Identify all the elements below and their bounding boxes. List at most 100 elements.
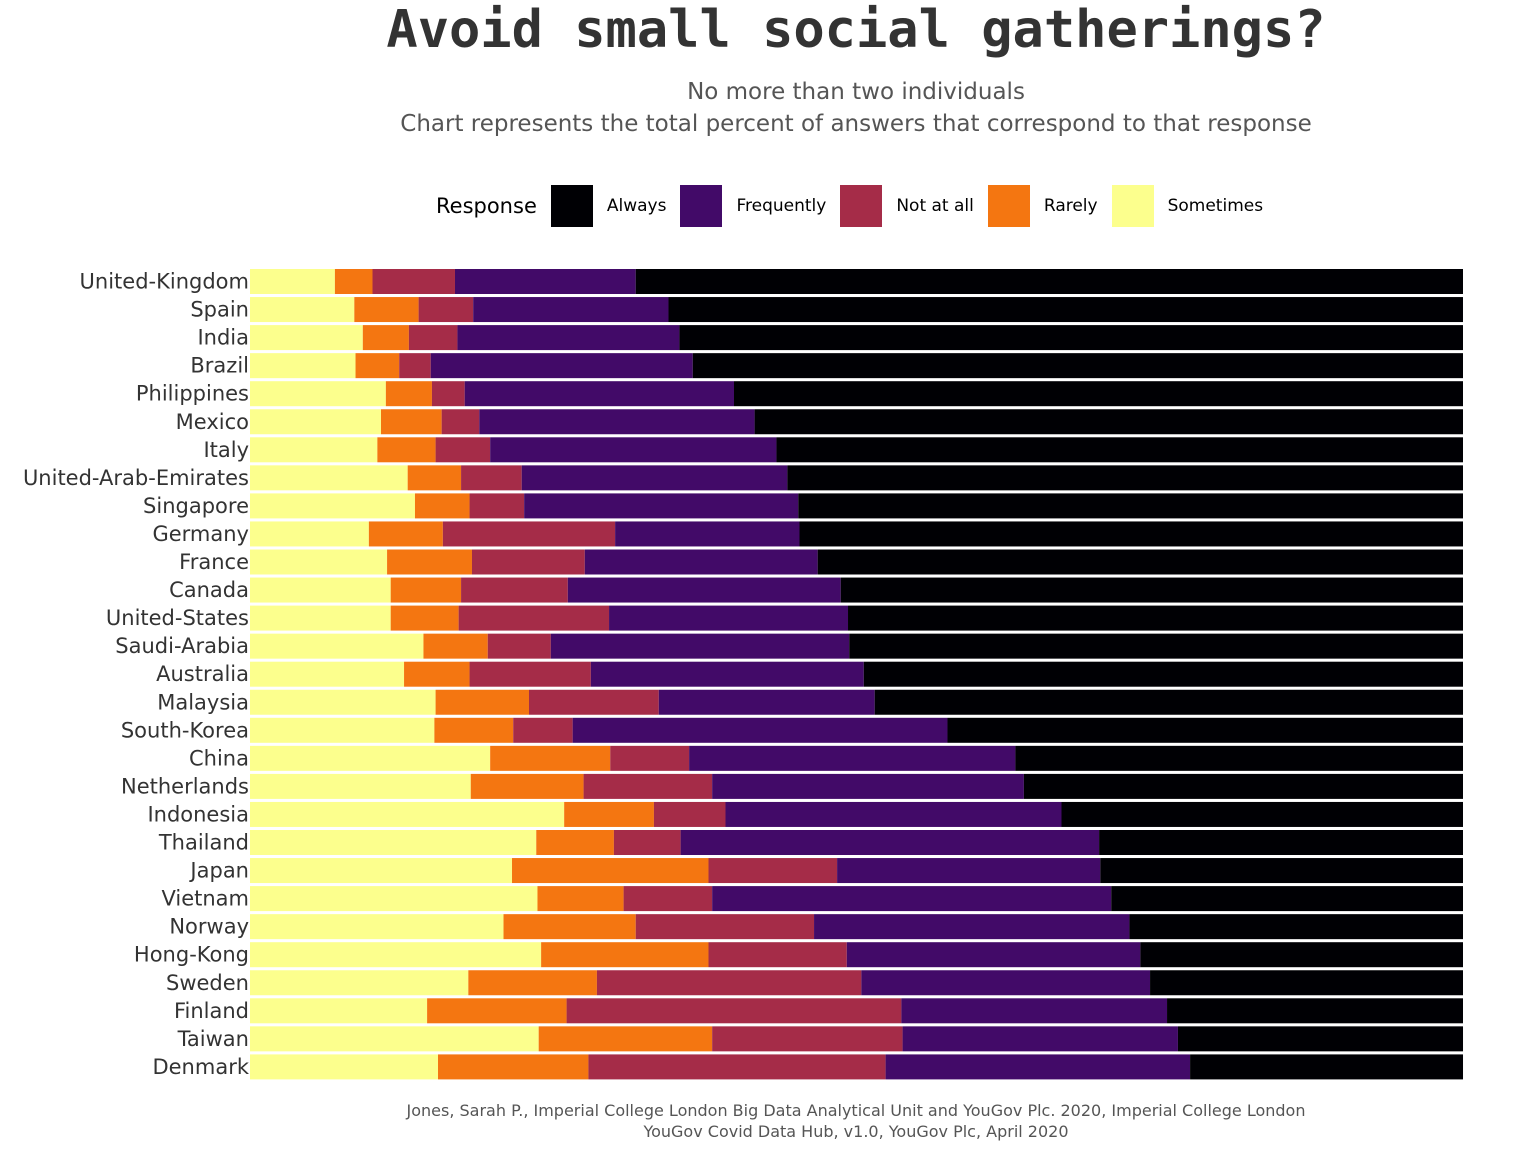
y-tick-label-hong-kong: Hong-Kong [134, 943, 249, 967]
bar-segment-south-korea-always [947, 717, 1463, 743]
bar-segment-finland-not-at-all [566, 998, 902, 1024]
bar-segment-mexico-frequently [479, 409, 755, 435]
bar-segment-spain-rarely [354, 297, 419, 323]
bar-segment-saudi-arabia-always [849, 633, 1463, 659]
bar-segment-singapore-always [798, 493, 1463, 519]
bar-segment-spain-frequently [473, 297, 669, 323]
bar-segment-indonesia-rarely [564, 801, 654, 827]
bar-segment-france-frequently [584, 549, 818, 575]
bar-segment-sweden-always [1150, 970, 1463, 996]
bar-segment-brazil-frequently [430, 353, 693, 379]
legend-label-frequently: Frequently [736, 196, 827, 216]
bar-segment-norway-frequently [814, 914, 1130, 940]
bar-segment-sweden-not-at-all [596, 970, 862, 996]
bar-segment-brazil-rarely [355, 353, 400, 379]
bar-segment-india-always [679, 325, 1463, 351]
bar-segment-united-arab-emirates-sometimes [250, 465, 408, 491]
bar-segment-india-not-at-all [408, 325, 458, 351]
bar-segment-indonesia-sometimes [250, 801, 565, 827]
y-tick-label-spain: Spain [190, 298, 249, 322]
bar-segment-china-always [1015, 745, 1463, 771]
bar-segment-indonesia-not-at-all [653, 801, 726, 827]
bar-segment-netherlands-frequently [712, 773, 1024, 799]
y-tick-label-sweden: Sweden [166, 971, 249, 995]
bar-segment-united-states-always [848, 605, 1463, 631]
bar-segment-mexico-sometimes [250, 409, 381, 435]
bar-segment-germany-not-at-all [442, 521, 616, 547]
legend-label-rarely: Rarely [1043, 196, 1098, 216]
bar-segment-sweden-sometimes [250, 970, 469, 996]
bar-segment-denmark-frequently [885, 1054, 1191, 1080]
y-tick-label-australia: Australia [156, 662, 249, 686]
bar-segment-united-arab-emirates-not-at-all [461, 465, 522, 491]
bar-segment-united-kingdom-frequently [455, 269, 636, 294]
bar-segment-singapore-sometimes [250, 493, 415, 519]
bar-segment-hong-kong-rarely [541, 942, 709, 968]
bar-segment-indonesia-always [1061, 801, 1463, 827]
bar-segment-malaysia-always [874, 689, 1464, 715]
bar-segment-taiwan-frequently [902, 1026, 1178, 1052]
bars-layer [250, 269, 1464, 1080]
bar-segment-saudi-arabia-not-at-all [487, 633, 551, 659]
bar-segment-italy-always [776, 437, 1463, 463]
bar-segment-indonesia-frequently [725, 801, 1062, 827]
y-tick-label-taiwan: Taiwan [177, 1027, 249, 1051]
bar-segment-mexico-rarely [381, 409, 442, 435]
bar-segment-italy-not-at-all [435, 437, 491, 463]
y-tick-label-france: France [179, 550, 249, 574]
bar-segment-united-kingdom-sometimes [250, 269, 335, 294]
legend-swatch-always [550, 185, 593, 227]
bar-segment-hong-kong-always [1140, 942, 1463, 968]
bar-segment-malaysia-not-at-all [528, 689, 659, 715]
y-tick-label-south-korea: South-Korea [121, 718, 249, 742]
bar-segment-taiwan-sometimes [250, 1026, 539, 1052]
bar-segment-australia-frequently [590, 661, 864, 687]
bar-segment-italy-rarely [377, 437, 436, 463]
y-tick-label-vietnam: Vietnam [161, 887, 249, 911]
bar-segment-netherlands-not-at-all [583, 773, 713, 799]
y-tick-label-united-states: United-States [106, 606, 249, 630]
bar-segment-canada-rarely [390, 577, 462, 603]
y-tick-label-netherlands: Netherlands [121, 774, 249, 798]
y-tick-label-malaysia: Malaysia [157, 690, 249, 714]
bar-segment-hong-kong-frequently [846, 942, 1141, 968]
bar-segment-france-rarely [387, 549, 472, 575]
bar-segment-united-kingdom-always [635, 269, 1463, 294]
bar-segment-united-states-sometimes [250, 605, 391, 631]
legend-item-always: Always [550, 185, 666, 227]
bar-segment-thailand-always [1099, 830, 1463, 855]
y-tick-label-united-kingdom: United-Kingdom [80, 270, 249, 294]
y-tick-label-mexico: Mexico [176, 410, 249, 434]
bar-segment-taiwan-always [1177, 1026, 1464, 1052]
bar-segment-france-always [817, 549, 1463, 575]
bar-segment-canada-sometimes [250, 577, 391, 603]
bar-segment-singapore-rarely [414, 493, 470, 519]
legend-item-frequently: Frequently [680, 185, 826, 227]
bar-segment-finland-frequently [901, 998, 1168, 1024]
bar-segment-mexico-always [754, 409, 1463, 435]
bar-segment-netherlands-rarely [470, 773, 584, 799]
bar-segment-italy-frequently [490, 437, 777, 463]
bar-segment-thailand-frequently [680, 830, 1100, 855]
bar-segment-taiwan-not-at-all [712, 1026, 903, 1052]
bar-segment-germany-rarely [368, 521, 443, 547]
bar-segment-china-frequently [689, 745, 1016, 771]
bar-segment-philippines-rarely [385, 381, 432, 407]
legend-item-sometimes: Sometimes [1111, 185, 1263, 227]
legend: Response Always Frequently Not at all Ra… [436, 184, 1277, 228]
bar-segment-spain-sometimes [250, 297, 355, 323]
legend-title: Response [436, 194, 537, 218]
bar-segment-brazil-not-at-all [399, 353, 431, 379]
y-tick-label-china: China [189, 746, 249, 770]
y-tick-label-norway: Norway [169, 915, 249, 939]
bar-segment-finland-rarely [427, 998, 567, 1024]
bar-segment-vietnam-always [1111, 886, 1463, 912]
bar-segment-united-states-frequently [609, 605, 849, 631]
y-tick-label-canada: Canada [169, 578, 249, 602]
bar-segment-vietnam-sometimes [250, 886, 538, 912]
bar-segment-united-kingdom-rarely [334, 269, 373, 294]
bar-segment-china-rarely [490, 745, 611, 771]
bar-segment-united-states-rarely [390, 605, 459, 631]
bar-segment-denmark-not-at-all [588, 1054, 886, 1080]
bar-segment-norway-sometimes [250, 914, 504, 940]
